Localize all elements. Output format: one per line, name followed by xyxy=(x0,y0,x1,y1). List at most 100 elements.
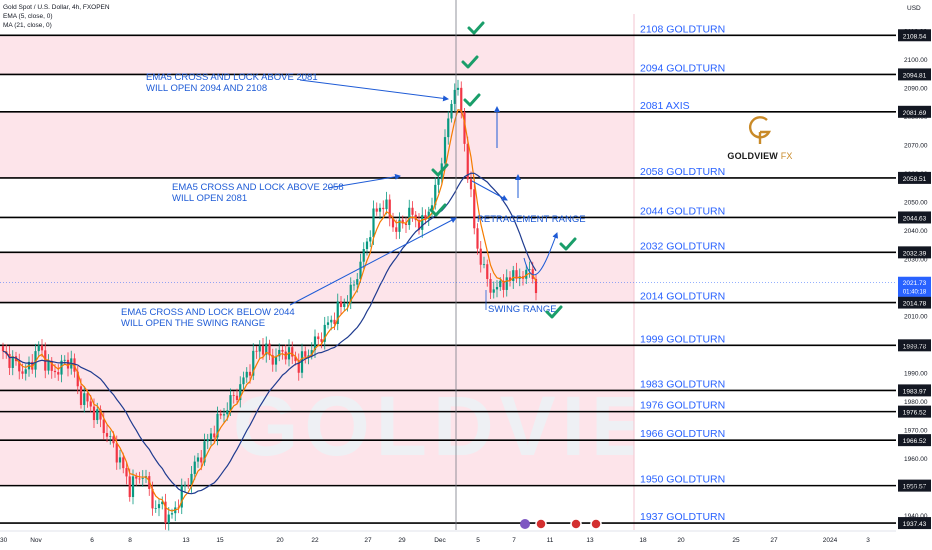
x-tick-4: 13 xyxy=(182,537,190,544)
candle-body-6 xyxy=(21,371,24,374)
candle-body-75 xyxy=(245,371,248,378)
candle-body-40 xyxy=(131,476,135,498)
candle-body-77 xyxy=(252,350,255,376)
candle-body-63 xyxy=(206,439,209,442)
logo-text: GOLDVIEW FX xyxy=(727,151,793,161)
candle-body-140 xyxy=(456,87,460,90)
candle-body-156 xyxy=(508,277,512,282)
candle-body-28 xyxy=(92,406,96,421)
price-tag-bg-7 xyxy=(898,339,931,352)
y-tick-2: 1960.00 xyxy=(904,456,928,463)
candle-body-74 xyxy=(242,377,245,385)
candle-body-76 xyxy=(248,371,252,376)
price-tag-bg-2 xyxy=(898,105,931,118)
price-tag-6: 2014.78 xyxy=(903,301,927,308)
candle-body-113 xyxy=(369,237,372,242)
candle-body-22 xyxy=(73,358,76,372)
symbol-title: Gold Spot / U.S. Dollar, 4h, FXOPEN xyxy=(3,4,110,11)
y-tick-10: 2040.00 xyxy=(904,228,928,235)
level-label-0: 2108 GOLDTURN xyxy=(640,23,725,35)
arrow-to-2081 xyxy=(299,79,449,102)
price-tag-0: 2108.54 xyxy=(903,33,927,40)
annotation-2-line-1: WILL OPEN THE SWING RANGE xyxy=(121,318,265,329)
candle-body-62 xyxy=(203,441,206,463)
price-tag-bg-8 xyxy=(898,384,931,397)
level-label-2: 2081 AXIS xyxy=(640,100,690,112)
candle-body-147 xyxy=(479,248,482,265)
candle-body-50 xyxy=(164,501,167,524)
candle-body-39 xyxy=(128,476,131,498)
candle-body-64 xyxy=(209,433,213,440)
annotation-1-line-1: WILL OPEN 2081 xyxy=(172,193,247,204)
arrow-to-2058 xyxy=(327,173,401,189)
price-tag-1: 2094.81 xyxy=(903,72,927,79)
candle-body-9 xyxy=(31,361,34,370)
event-icon-lightning xyxy=(520,519,530,529)
candle-body-55 xyxy=(180,485,183,508)
candle-body-130 xyxy=(424,215,427,220)
candle-body-145 xyxy=(473,189,476,229)
candle-body-120 xyxy=(391,218,395,228)
ema-legend[interactable]: EMA (5, close, 0) xyxy=(3,13,53,20)
event-icon-us-flag-0 xyxy=(535,518,547,530)
candle-body-69 xyxy=(226,410,229,415)
candle-body-138 xyxy=(450,103,453,119)
candle-body-20 xyxy=(66,359,70,369)
candle-body-36 xyxy=(118,457,122,463)
candle-body-16 xyxy=(53,370,57,373)
price-tag-bg-9 xyxy=(898,405,931,418)
x-tick-16: 20 xyxy=(677,537,685,544)
candle-body-83 xyxy=(271,355,274,365)
candle-body-91 xyxy=(297,361,300,373)
candle-body-46 xyxy=(151,488,154,509)
x-tick-17: 25 xyxy=(732,537,740,544)
x-tick-7: 22 xyxy=(311,537,319,544)
candle-body-43 xyxy=(141,478,144,479)
candle-body-158 xyxy=(515,270,518,279)
price-tag-2: 2081.69 xyxy=(903,110,927,117)
candle-body-106 xyxy=(346,302,349,304)
price-tag-bg-6 xyxy=(898,296,931,309)
candle-body-153 xyxy=(499,280,502,288)
candle-body-162 xyxy=(528,269,531,271)
candle-body-94 xyxy=(307,355,310,357)
price-tag-10: 1966.52 xyxy=(903,438,927,445)
candle-body-121 xyxy=(395,227,398,232)
chart-legend: Gold Spot / U.S. Dollar, 4h, FXOPEN EMA … xyxy=(3,3,110,30)
x-tick-8: 27 xyxy=(364,537,372,544)
price-tag-5: 2032.39 xyxy=(903,250,927,257)
candle-body-27 xyxy=(89,401,92,407)
candle-body-3 xyxy=(11,356,14,368)
x-tick-9: 29 xyxy=(398,537,406,544)
candle-body-157 xyxy=(512,270,515,282)
candle-body-107 xyxy=(349,284,352,303)
candle-body-102 xyxy=(333,319,336,325)
candle-body-128 xyxy=(417,220,421,230)
annotation-4-line-0: SWING RANGE xyxy=(488,304,557,315)
check-mark-5 xyxy=(559,237,577,251)
candle-body-152 xyxy=(495,287,499,290)
y-tick-13: 2070.00 xyxy=(904,143,928,150)
x-tick-5: 15 xyxy=(216,537,224,544)
annotation-0-line-0: EMA5 CROSS AND LOCK ABOVE 2081 xyxy=(146,72,318,83)
y-tick-12: 2060.00 xyxy=(904,171,928,178)
ma-legend[interactable]: MA (21, close, 0) xyxy=(3,22,52,29)
candle-body-124 xyxy=(404,223,408,225)
x-tick-13: 11 xyxy=(547,537,554,544)
candle-body-17 xyxy=(57,372,60,375)
goldview-g-icon xyxy=(748,116,772,144)
candle-body-149 xyxy=(486,264,489,279)
level-label-3: 2058 GOLDTURN xyxy=(640,166,725,178)
candle-body-34 xyxy=(112,436,115,444)
y-tick-6: 2000.00 xyxy=(904,342,928,349)
candle-body-154 xyxy=(502,280,505,290)
candle-body-117 xyxy=(382,207,385,210)
price-tag-bg-4 xyxy=(898,211,931,224)
candle-body-99 xyxy=(323,324,326,342)
candle-body-131 xyxy=(427,211,430,220)
candle-body-60 xyxy=(196,457,200,462)
candle-body-116 xyxy=(378,207,382,212)
event-icon-us-flag-2 xyxy=(590,518,602,530)
check-mark-2 xyxy=(463,93,481,107)
candle-body-139 xyxy=(453,89,456,104)
